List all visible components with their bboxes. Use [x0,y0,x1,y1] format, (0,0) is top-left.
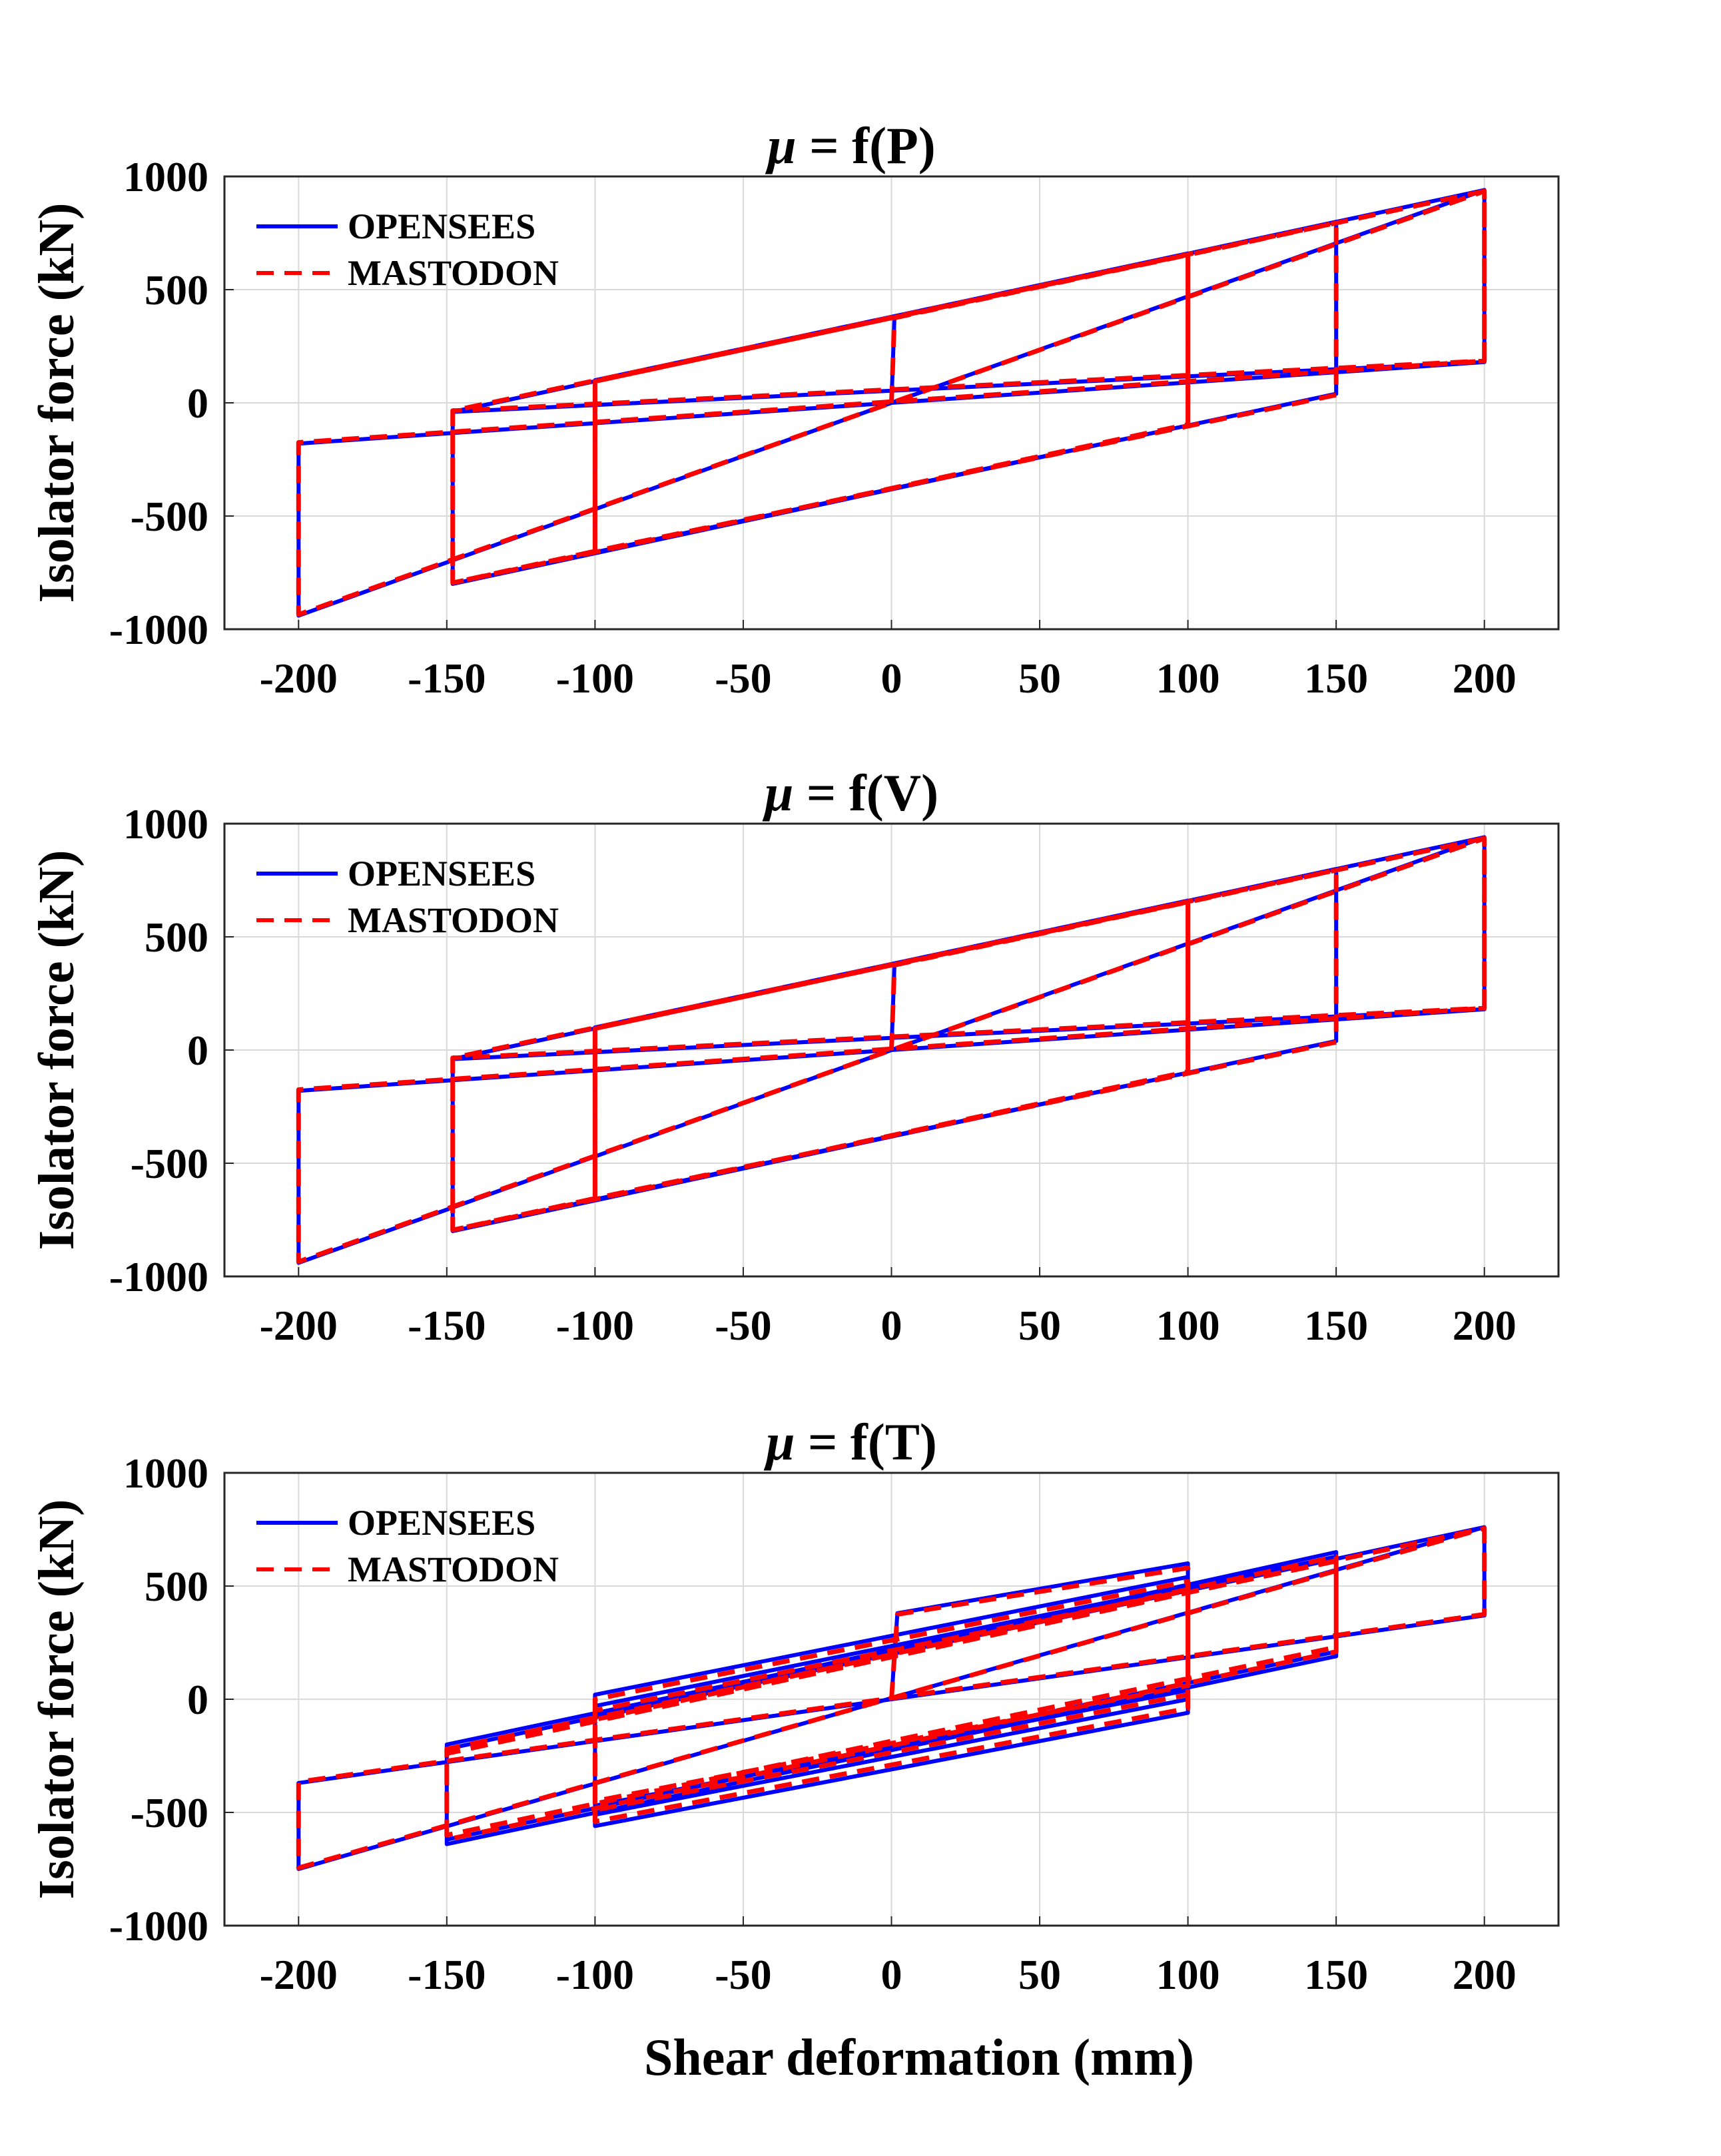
y-tick-label: -1000 [109,606,208,653]
chart-title: μ = f(P) [765,117,935,174]
y-tick-label: -1000 [109,1253,208,1300]
x-tick-label: -50 [715,655,771,702]
title-text: = f(P) [797,117,936,174]
x-tick-label: 50 [1018,1951,1061,1998]
x-tick-label: 50 [1018,655,1061,702]
x-tick-label: 150 [1304,1951,1368,1998]
x-tick-label: 150 [1304,1302,1368,1349]
x-tick-label: 0 [881,655,902,702]
y-tick-label: 1000 [123,153,208,200]
y-tick-label: -1000 [109,1902,208,1950]
x-tick-label: -200 [260,1951,338,1998]
title-text: = f(T) [795,1413,936,1471]
y-tick-label: 500 [145,1563,208,1610]
legend-label-mastodon: MASTODON [348,1549,559,1589]
legend-label-mastodon: MASTODON [348,253,559,293]
y-tick-label: -500 [131,493,208,540]
x-tick-label: 100 [1156,1951,1220,1998]
legend-label-opensees: OPENSEES [348,206,535,246]
x-tick-label: -50 [715,1951,771,1998]
x-tick-label: 200 [1453,655,1517,702]
y-tick-label: 500 [145,266,208,314]
chart-panel-3: -200 -150 -100 -50 0 50 100 150 20010005000-500-… [29,1413,1558,1998]
x-tick-label: 100 [1156,1302,1220,1349]
chart-title: μ = f(V) [762,764,938,822]
x-tick-label: -50 [715,1302,771,1349]
x-tick-label: -150 [408,1951,486,1998]
x-tick-label: 50 [1018,1302,1061,1349]
x-tick-label: -100 [556,1951,634,1998]
x-tick-label: -200 [260,655,338,702]
legend-label-opensees: OPENSEES [348,1503,535,1543]
y-axis-label: Isolator force (kN) [29,203,85,603]
x-tick-label: 0 [881,1302,902,1349]
y-tick-label: 0 [187,1676,208,1723]
y-tick-label: 1000 [123,800,208,848]
x-axis-label: Shear deformation (mm) [644,2028,1194,2086]
figure: -200 -150 -100 -50 0 50 100 150 20010005000-500-… [0,0,1721,2156]
y-tick-label: -500 [131,1140,208,1187]
y-axis-label: Isolator force (kN) [29,850,85,1250]
title-mu-symbol: μ [762,764,793,822]
y-tick-label: 1000 [123,1450,208,1497]
x-tick-label: -100 [556,655,634,702]
y-tick-label: -500 [131,1789,208,1836]
title-text: = f(V) [793,764,938,822]
x-tick-label: 200 [1453,1302,1517,1349]
chart-title: μ = f(T) [763,1413,937,1471]
x-tick-label: -100 [556,1302,634,1349]
x-tick-label: 0 [881,1951,902,1998]
chart-panel-2: -200 -150 -100 -50 0 50 100 150 20010005000-500-… [29,764,1558,1349]
x-tick-label: -150 [408,655,486,702]
x-tick-label: 100 [1156,655,1220,702]
x-tick-label: 150 [1304,655,1368,702]
x-tick-label: -150 [408,1302,486,1349]
title-mu-symbol: μ [763,1413,795,1471]
chart-panel-1: -200 -150 -100 -50 0 50 100 150 20010005000-500-… [29,117,1558,702]
legend-label-opensees: OPENSEES [348,854,535,894]
x-tick-label: -200 [260,1302,338,1349]
y-tick-label: 0 [187,380,208,427]
legend-label-mastodon: MASTODON [348,900,559,940]
y-tick-label: 0 [187,1027,208,1074]
x-tick-label: 200 [1453,1951,1517,1998]
y-axis-label: Isolator force (kN) [29,1499,85,1900]
title-mu-symbol: μ [765,117,796,174]
y-tick-label: 500 [145,914,208,961]
